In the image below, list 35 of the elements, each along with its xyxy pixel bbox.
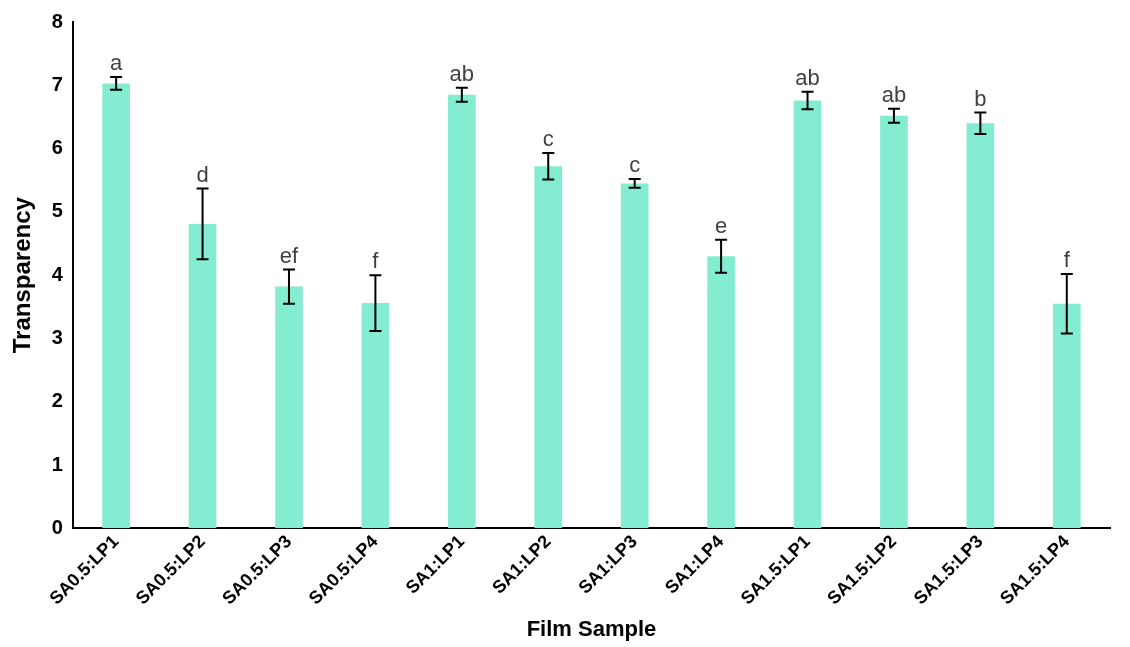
y-tick-label: 3 — [51, 326, 63, 348]
bar — [188, 223, 217, 529]
bar — [275, 286, 303, 529]
bar — [966, 123, 995, 529]
bar — [102, 83, 130, 529]
data-label: ab — [449, 60, 475, 86]
bar — [1052, 303, 1081, 529]
bar — [534, 166, 563, 529]
data-label: f — [372, 248, 380, 274]
y-tick-label: 4 — [51, 262, 64, 285]
y-tick-label: 6 — [51, 136, 63, 159]
y-tick-label: 2 — [51, 389, 63, 412]
data-label: ab — [881, 81, 907, 107]
data-label: a — [110, 50, 124, 76]
bar — [448, 94, 476, 529]
y-tick-label: 8 — [51, 9, 63, 32]
bar — [620, 183, 649, 529]
data-label: c — [542, 126, 554, 152]
bar — [793, 100, 822, 529]
y-tick-label: 0 — [51, 515, 63, 538]
data-label: d — [196, 161, 209, 187]
bar — [880, 115, 908, 529]
data-label: e — [714, 212, 728, 238]
data-label: ef — [279, 242, 300, 268]
y-tick-label: 7 — [51, 72, 63, 95]
data-label: b — [974, 85, 987, 111]
x-axis-title: Film Sample — [526, 615, 657, 641]
bar — [707, 256, 735, 529]
data-label: c — [629, 152, 641, 178]
data-label: f — [1063, 246, 1071, 272]
data-label: ab — [795, 64, 820, 90]
y-tick-label: 5 — [51, 199, 63, 222]
bar — [361, 303, 390, 529]
y-axis-title: Transparency — [8, 196, 36, 354]
y-tick-label: 1 — [51, 452, 63, 475]
